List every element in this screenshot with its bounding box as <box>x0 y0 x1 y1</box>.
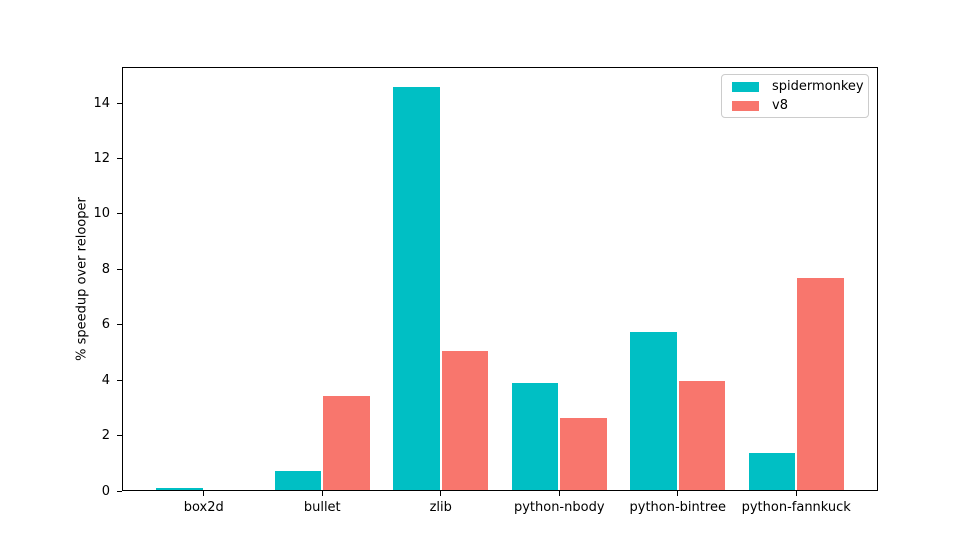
y-tick-4 <box>117 379 122 381</box>
legend: spidermonkey v8 <box>721 74 869 118</box>
y-tick-14 <box>117 102 122 104</box>
y-tick-10 <box>117 213 122 215</box>
x-tick-label-python-fannkuck: python-fannkuck <box>741 500 851 515</box>
legend-item-v8: v8 <box>732 99 858 112</box>
y-tick-label-8: 8 <box>101 261 110 277</box>
legend-swatch-v8 <box>732 100 759 111</box>
x-tick-bullet <box>321 491 323 496</box>
y-tick-label-4: 4 <box>101 372 110 388</box>
y-tick-label-10: 10 <box>93 206 110 222</box>
bar-spidermonkey-python-nbody <box>511 383 559 490</box>
legend-swatch-spidermonkey <box>732 81 759 92</box>
x-tick-label-bullet: bullet <box>303 500 341 515</box>
y-tick-8 <box>117 268 122 270</box>
y-tick-2 <box>117 435 122 437</box>
y-tick-12 <box>117 157 122 159</box>
bar-v8-python-nbody <box>560 418 607 490</box>
x-tick-zlib <box>440 491 442 496</box>
y-tick-label-14: 14 <box>93 95 110 111</box>
bar-spidermonkey-zlib <box>393 87 440 490</box>
bar-v8-python-bintree <box>678 381 726 490</box>
y-tick-label-12: 12 <box>93 150 110 166</box>
y-tick-label-0: 0 <box>101 483 110 499</box>
x-tick-label-python-nbody: python-nbody <box>513 500 605 515</box>
x-tick-label-zlib: zlib <box>429 500 452 515</box>
bar-spidermonkey-box2d <box>156 488 203 490</box>
bar-v8-python-fannkuck <box>797 278 844 490</box>
x-tick-python-fannkuck <box>795 491 797 496</box>
bar-spidermonkey-python-bintree <box>630 332 677 490</box>
x-tick-python-nbody <box>558 491 560 496</box>
plot-area <box>122 67 878 491</box>
y-tick-label-2: 2 <box>101 428 110 444</box>
y-tick-6 <box>117 324 122 326</box>
legend-label-v8: v8 <box>772 98 788 113</box>
legend-item-spidermonkey: spidermonkey <box>732 80 864 93</box>
bar-v8-bullet <box>323 396 370 490</box>
bar-spidermonkey-python-fannkuck <box>748 453 796 490</box>
x-tick-label-python-bintree: python-bintree <box>629 500 726 515</box>
y-tick-0 <box>117 490 122 492</box>
x-tick-python-bintree <box>677 491 679 496</box>
y-axis-label: % speedup over relooper <box>74 197 90 361</box>
y-tick-label-6: 6 <box>101 317 110 333</box>
x-tick-label-box2d: box2d <box>183 500 224 515</box>
bar-spidermonkey-bullet <box>274 471 322 490</box>
bar-v8-zlib <box>441 351 489 490</box>
legend-label-spidermonkey: spidermonkey <box>772 79 864 94</box>
x-tick-box2d <box>203 491 205 496</box>
